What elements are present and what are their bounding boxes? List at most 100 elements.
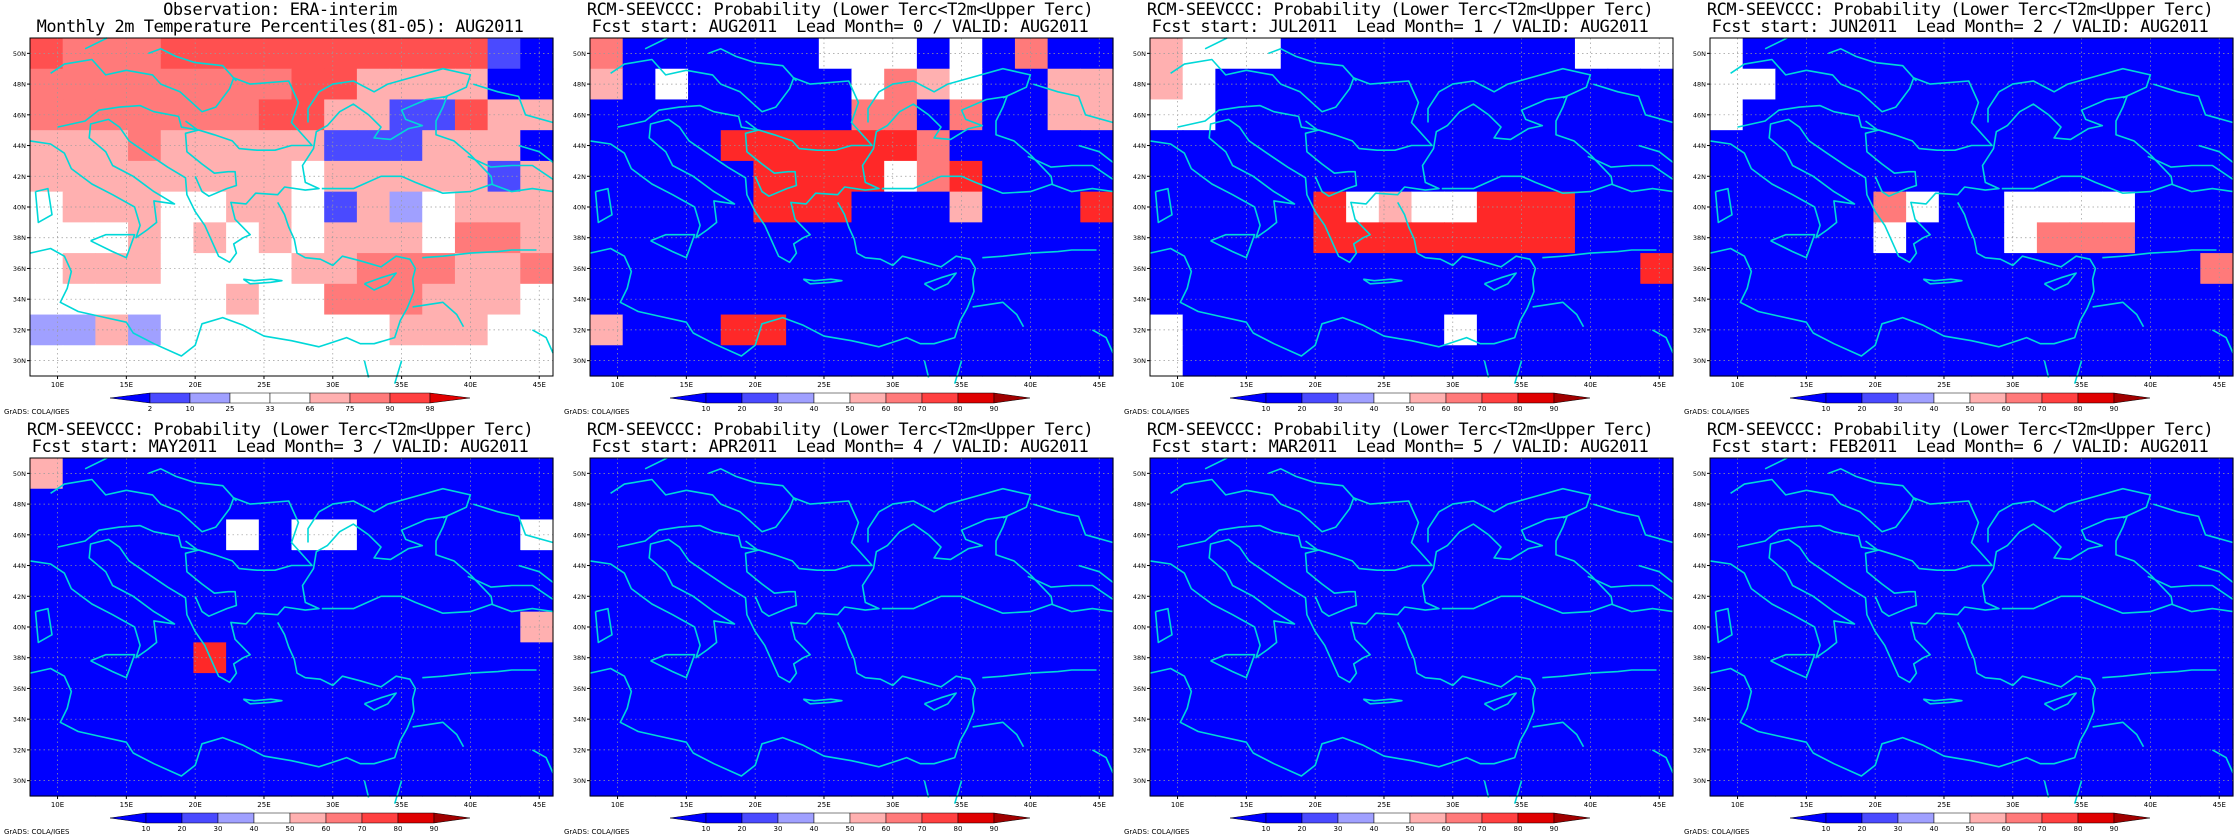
coastline [1638, 564, 1674, 584]
x-tick-label: 20E [188, 381, 201, 389]
y-tick-label: 42N [573, 593, 586, 601]
grid-cell [1182, 611, 1216, 643]
y-tick-label: 32N [1693, 326, 1706, 334]
grid-cell [1047, 642, 1081, 674]
coastline [2043, 692, 2077, 711]
x-tick-label: 35E [2075, 381, 2088, 389]
coastline [1922, 698, 1963, 705]
grid-cell [487, 130, 521, 162]
coastline [1210, 653, 1256, 679]
grid-cell [1476, 765, 1511, 797]
grid-cell [1742, 458, 1776, 490]
colorbar-segment [2005, 812, 2043, 824]
grid-cell [1047, 68, 1081, 101]
grid-cell [356, 99, 391, 131]
grid-cell [1476, 38, 1511, 70]
grid-cell [1047, 130, 1081, 162]
grid-cell [1476, 703, 1511, 736]
grid-cell [2167, 191, 2201, 223]
grid-cell [62, 253, 96, 285]
grid-cell [1182, 222, 1216, 254]
grid-cell [1742, 283, 1776, 316]
map-plot: 10E 15E 20E 25E 30E 35E 40E 45E 30N 32N 34N 36N 38N 4… [573, 457, 1114, 833]
panel-title: RCM-SEEVCCC: Probability (Lower Terc<T2m… [1146, 0, 1654, 20]
grid-cell [2036, 519, 2071, 551]
x-tick-label: 20E [1868, 381, 1881, 389]
grid-cell [1182, 642, 1216, 674]
grid-cell [2167, 458, 2201, 490]
coastline [923, 272, 957, 291]
coastline [532, 329, 554, 354]
grid-cell [2036, 345, 2071, 377]
coastline [29, 515, 494, 684]
grid-cell [1742, 703, 1776, 736]
y-tick-label: 34N [573, 716, 586, 724]
grid-cell [2167, 38, 2201, 70]
coastline [2152, 503, 2234, 544]
grid-cell [2036, 550, 2071, 582]
colorbar-label: 10 [142, 825, 151, 833]
y-tick-label: 30N [13, 357, 26, 365]
coastline [1592, 503, 1674, 544]
grid-cell [1182, 253, 1216, 285]
colorbar-label: 50 [1406, 405, 1415, 413]
y-tick-label: 32N [1133, 326, 1146, 334]
grads-credit: GrADS: COLA/IGES [564, 408, 630, 416]
y-tick-label: 46N [1693, 111, 1706, 119]
grads-credit: GrADS: COLA/IGES [1124, 828, 1190, 836]
coastline [923, 780, 930, 798]
coastline [84, 457, 108, 470]
colorbar-label: 20 [738, 825, 747, 833]
coastline [1770, 653, 1816, 679]
y-tick-label: 44N [573, 562, 586, 570]
coastline [1709, 202, 2097, 357]
grid-cell [916, 519, 951, 551]
x-tick-label: 15E [680, 801, 693, 809]
panel-title: RCM-SEEVCCC: Probability (Lower Terc<T2m… [1706, 420, 2214, 440]
coastline [490, 183, 554, 193]
y-tick-label: 40N [1693, 204, 1706, 212]
coastline [1714, 607, 1733, 644]
grid-cell [1476, 550, 1511, 582]
grid-cell [1182, 191, 1216, 223]
grid-cell [2167, 673, 2201, 705]
x-tick-label: 20E [1868, 801, 1881, 809]
coastline [490, 603, 554, 613]
coastline [1027, 575, 1114, 600]
map-panel: 10E 15E 20E 25E 30E 35E 40E 45E 30N 32N 34N 36N 38N 4… [0, 0, 560, 420]
coastline [472, 503, 554, 544]
colorbar-segment [1861, 392, 1899, 404]
coastline [589, 202, 977, 357]
coastline [2073, 360, 2083, 384]
colorbar-label: 25 [226, 405, 235, 413]
grid-cell [1476, 458, 1511, 490]
y-tick-label: 50N [13, 470, 26, 478]
colorbar-label: 30 [1334, 405, 1343, 413]
colorbar-label: 90 [386, 405, 395, 413]
colorbar-segment [1337, 812, 1375, 824]
grid-cell [2167, 253, 2201, 285]
grid-cell [916, 550, 951, 582]
coastline [1427, 487, 1592, 543]
colorbar-label: 10 [1822, 405, 1831, 413]
grid-cell [622, 703, 656, 736]
colorbar-label: 90 [990, 825, 999, 833]
colorbar-label: 30 [1894, 405, 1903, 413]
coastline [1532, 301, 1585, 328]
coastline [867, 67, 1032, 123]
colorbar-segment [813, 812, 851, 824]
x-tick-label: 15E [1240, 801, 1253, 809]
grid-cell [1742, 253, 1776, 285]
grid-cell [916, 345, 951, 377]
colorbar-label: 70 [2038, 825, 2047, 833]
grid-cell [1742, 765, 1776, 797]
colorbar-segment [1265, 812, 1303, 824]
y-tick-label: 34N [1693, 716, 1706, 724]
coastline [532, 749, 554, 774]
y-tick-label: 38N [1693, 654, 1706, 662]
grid-cell [356, 488, 391, 521]
grid-cell [62, 314, 96, 346]
y-tick-label: 30N [573, 357, 586, 365]
panel-subtitle: Fcst start: JUN2011 Lead Month= 2 / VALI… [1711, 17, 2209, 37]
